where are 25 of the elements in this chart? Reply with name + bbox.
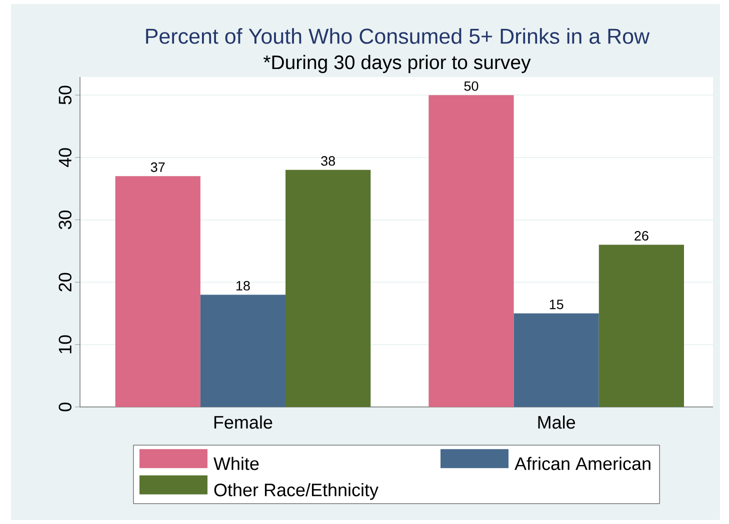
y-tick-label: 30 (58, 210, 72, 230)
bar (286, 170, 371, 407)
bar (115, 176, 200, 407)
y-tick-label: 50 (58, 86, 72, 104)
chart-subtitle: *During 30 days prior to survey (263, 54, 531, 74)
legend-label: White (214, 456, 259, 470)
data-label: 15 (550, 300, 564, 310)
legend-label: African American (514, 456, 650, 470)
y-tick-label: 40 (58, 148, 72, 168)
y-tick-label: 10 (58, 335, 72, 354)
data-label: 37 (150, 162, 165, 172)
bar (200, 294, 286, 407)
data-label: 26 (634, 231, 648, 241)
y-tick-label: 0 (58, 402, 72, 412)
legend-label: Other Race/Ethnicity (214, 483, 378, 500)
bar (598, 244, 684, 407)
y-tick-label: 20 (58, 272, 72, 292)
data-label: 50 (464, 81, 478, 91)
x-tick-label: Male (538, 416, 576, 429)
data-label: 18 (236, 280, 250, 290)
data-label: 38 (321, 156, 335, 166)
bar (428, 95, 514, 407)
bar (514, 313, 599, 407)
x-tick-label: Female (214, 416, 272, 429)
chart-title: Percent of Youth Who Consumed 5+ Drinks in a Row (146, 28, 650, 44)
